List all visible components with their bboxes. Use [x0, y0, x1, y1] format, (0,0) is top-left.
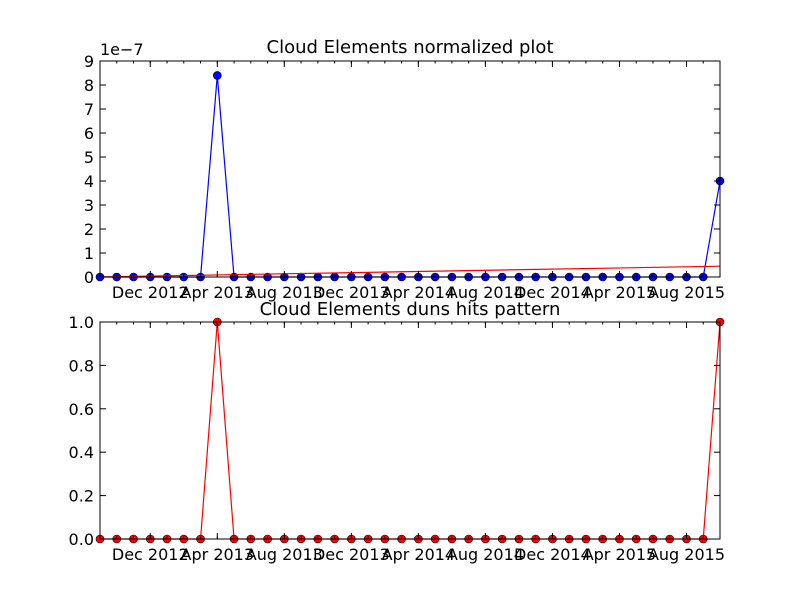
trend-line-1	[99, 265, 721, 278]
chart-hits-pattern: Cloud Elements duns hits pattern 0.0 0.2 0…	[69, 299, 725, 564]
x-tick-label: Dec 2014	[514, 283, 591, 302]
x-tick-label: Aug 2014	[447, 545, 524, 564]
y-tick-label: 6	[84, 124, 94, 143]
x-tick-label: Dec 2013	[313, 283, 390, 302]
x-tick-label: Aug 2014	[447, 283, 524, 302]
y-offset-label: 1e−7	[100, 40, 144, 59]
y-tick-label: 4	[84, 172, 94, 191]
data-point	[212, 71, 222, 80]
plot-area	[95, 71, 725, 282]
x-tick-label: Apr 2013	[181, 283, 254, 302]
x-tick-label: Aug 2013	[246, 283, 323, 302]
y-tick-label: 0.6	[69, 400, 94, 419]
x-tick-label: Dec 2013	[313, 545, 390, 564]
x-tick-label: Dec 2012	[112, 283, 189, 302]
y-tick-label: 1.0	[69, 313, 94, 332]
chart-normalized-plot: Cloud Elements normalized plot 1e−7 0 1 2 3…	[84, 37, 725, 302]
chart-title: Cloud Elements duns hits pattern	[260, 299, 561, 320]
plot-frame	[99, 60, 721, 278]
y-tick-label: 7	[84, 100, 94, 119]
x-tick-label: Apr 2014	[382, 283, 455, 302]
y-tick-label: 0.8	[69, 356, 94, 375]
x-tick-label: Dec 2014	[514, 545, 591, 564]
chart-title: Cloud Elements normalized plot	[267, 37, 554, 58]
x-tick-label: Apr 2014	[382, 545, 455, 564]
plot-frame	[99, 321, 721, 540]
y-tick-label: 0.2	[69, 487, 94, 506]
y-tick-label: 9	[84, 52, 94, 71]
x-tick-label: Aug 2013	[246, 545, 323, 564]
y-tick-label: 0.4	[69, 443, 94, 462]
x-tick-label: Aug 2015	[648, 545, 725, 564]
x-tick-label: Apr 2015	[583, 283, 656, 302]
x-tick-label: Apr 2013	[181, 545, 254, 564]
y-tick-label: 0.0	[69, 530, 94, 549]
x-tick-label: Apr 2015	[583, 545, 656, 564]
x-tick-label: Aug 2015	[648, 283, 725, 302]
y-tick-label: 0	[84, 268, 94, 287]
y-tick-label: 2	[84, 220, 94, 239]
y-tick-label: 5	[84, 148, 94, 167]
y-tick-label: 1	[84, 244, 94, 263]
y-tick-label: 3	[84, 196, 94, 215]
y-tick-label: 8	[84, 76, 94, 95]
x-tick-label: Dec 2012	[112, 545, 189, 564]
